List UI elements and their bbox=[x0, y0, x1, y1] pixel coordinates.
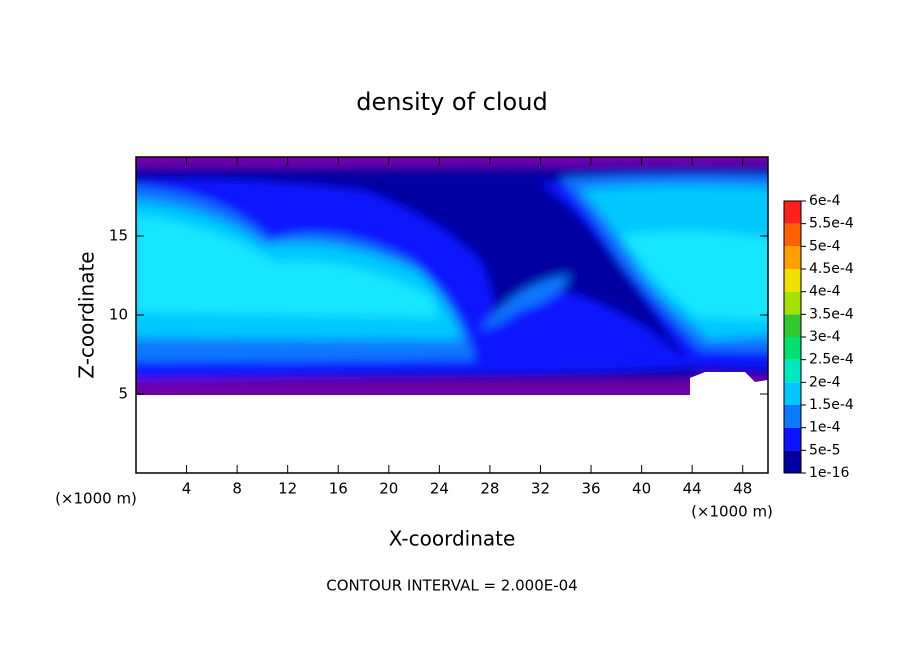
colorbar-label: 6e-4 bbox=[809, 193, 841, 209]
y-tick-label: 5 bbox=[118, 385, 128, 403]
colorbar-label: 5e-4 bbox=[809, 238, 841, 254]
colorbar-label: 4.5e-4 bbox=[809, 261, 854, 277]
colorbar-label: 5.5e-4 bbox=[809, 216, 854, 232]
colorbar-band bbox=[784, 269, 801, 292]
colorbar-label: 3.5e-4 bbox=[809, 306, 854, 322]
colorbar-label: 1e-4 bbox=[809, 420, 841, 436]
x-tick-label: 36 bbox=[581, 480, 600, 498]
chart-title: density of cloud bbox=[356, 88, 547, 116]
x-axis-label: X-coordinate bbox=[389, 527, 516, 551]
x-tick-label: 16 bbox=[329, 480, 348, 498]
y-axis-label: Z-coordinate bbox=[75, 251, 99, 378]
colorbar-band bbox=[784, 314, 801, 337]
colorbar-band bbox=[784, 450, 801, 473]
colorbar-band bbox=[784, 382, 801, 405]
colorbar-label: 1.5e-4 bbox=[809, 397, 854, 413]
colorbar-label: 4e-4 bbox=[809, 284, 841, 300]
x-tick-label: 28 bbox=[480, 480, 499, 498]
y-tick-label: 10 bbox=[109, 306, 128, 324]
x-tick-label: 40 bbox=[632, 480, 651, 498]
colorbar-label: 3e-4 bbox=[809, 329, 841, 345]
colorbar-band bbox=[784, 337, 801, 360]
colorbar-band bbox=[784, 246, 801, 269]
y-tick-label: 15 bbox=[109, 227, 128, 245]
colorbar-band bbox=[784, 405, 801, 428]
x-tick-label: 4 bbox=[182, 480, 192, 498]
colorbar-band bbox=[784, 359, 801, 383]
x-tick-label: 20 bbox=[379, 480, 398, 498]
colorbar-label: 2e-4 bbox=[809, 374, 841, 390]
colorbar-band bbox=[784, 201, 801, 224]
x-tick-label: 12 bbox=[278, 480, 297, 498]
y-unit-label: (×1000 m) bbox=[55, 490, 137, 508]
colorbar-band bbox=[784, 427, 801, 451]
x-tick-label: 24 bbox=[430, 480, 449, 498]
x-unit-label: (×1000 m) bbox=[691, 503, 773, 521]
colorbar-band bbox=[784, 291, 801, 315]
x-tick-label: 32 bbox=[531, 480, 550, 498]
contour-interval: CONTOUR INTERVAL = 2.000E-04 bbox=[326, 577, 577, 595]
colorbar-label: 5e-5 bbox=[809, 442, 840, 458]
contour-field bbox=[136, 157, 768, 473]
colorbar-label: 2.5e-4 bbox=[809, 352, 854, 368]
x-tick-label: 48 bbox=[733, 480, 752, 498]
colorbar-band bbox=[784, 223, 801, 247]
x-tick-label: 8 bbox=[232, 480, 242, 498]
colorbar-label: 1e-16 bbox=[809, 465, 849, 481]
x-tick-label: 44 bbox=[683, 480, 702, 498]
